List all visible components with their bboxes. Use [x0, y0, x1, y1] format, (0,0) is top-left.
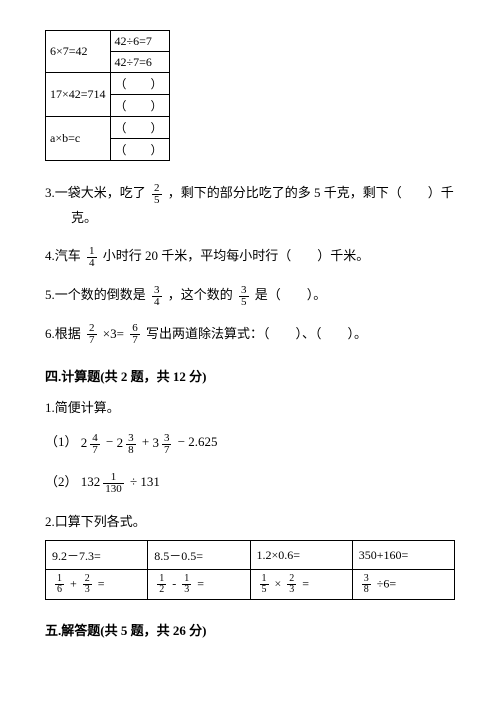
op: ÷6= [377, 576, 396, 590]
cell: 42÷7=6 [110, 52, 169, 73]
fraction: 47 [90, 433, 100, 456]
op: - [172, 576, 176, 590]
cell: 17×42=714 [46, 73, 111, 117]
fraction: 1 4 [87, 246, 97, 269]
fraction: 23 [287, 574, 296, 595]
sub-heading: 2.口算下列各式。 [45, 511, 455, 530]
q6-text: 6.根据 [45, 326, 81, 341]
fraction: 3 4 [152, 285, 162, 308]
eq: = [302, 576, 309, 590]
op: − [106, 434, 113, 449]
eq: = [197, 576, 204, 590]
mixed-number: 337 [152, 431, 174, 456]
fraction: 37 [162, 433, 172, 456]
cell: 16 + 23 = [46, 570, 148, 600]
fraction: 16 [55, 574, 64, 595]
fraction: 38 [362, 574, 371, 595]
cell: 38 ÷6= [352, 570, 454, 600]
sub-heading: 1.简便计算。 [45, 397, 455, 416]
cell: 12 - 13 = [148, 570, 250, 600]
equation-table: 6×7=42 42÷6=7 42÷7=6 17×42=714 （ ） （ ） a… [45, 30, 170, 161]
table-row: 9.2－7.3= 8.5－0.5= 1.2×0.6= 350+160= [46, 541, 455, 570]
cell: 1.2×0.6= [250, 541, 352, 570]
question-3: 3.一袋大米，吃了 2 5 ，剩下的部分比吃了的多 5 千克，剩下（ ）千 克。 [45, 181, 455, 230]
q3-text: ，剩下的部分比吃了的多 5 千克，剩下（ ）千 [168, 185, 454, 200]
mixed-number: 238 [117, 431, 139, 456]
table-row: a×b=c （ ） [46, 117, 170, 139]
cell: （ ） [110, 139, 169, 161]
question-5: 5.一个数的倒数是 3 4 ，这个数的 3 5 是（ ）。 [45, 283, 455, 308]
table-row: 6×7=42 42÷6=7 [46, 31, 170, 52]
label: （1） [45, 434, 78, 449]
cell: 6×7=42 [46, 31, 111, 73]
page-container: 6×7=42 42÷6=7 42÷7=6 17×42=714 （ ） （ ） a… [0, 0, 500, 671]
op: ÷ 131 [130, 474, 160, 489]
fraction: 6 7 [130, 323, 140, 346]
cell: （ ） [110, 95, 169, 117]
label: （2） [45, 474, 78, 489]
q3-text: 3.一袋大米，吃了 [45, 185, 146, 200]
expr-1: （1） 247 − 238 + 337 − 2.625 [45, 430, 455, 455]
section-4-title: 四.计算题(共 2 题，共 12 分) [45, 366, 455, 385]
section-5-title: 五.解答题(共 5 题，共 26 分) [45, 620, 455, 639]
cell: 8.5－0.5= [148, 541, 250, 570]
q3-line2: 克。 [45, 206, 455, 231]
mixed-number: 1321130 [81, 470, 127, 495]
op: + [70, 576, 77, 590]
fraction: 13 [182, 574, 191, 595]
calc-table: 9.2－7.3= 8.5－0.5= 1.2×0.6= 350+160= 16 +… [45, 540, 455, 600]
fraction: 2 5 [152, 183, 162, 206]
q6-text: 写出两道除法算式：（ ）、（ ）。 [146, 326, 367, 341]
fraction: 2 7 [87, 323, 97, 346]
mixed-number: 247 [81, 431, 103, 456]
fraction: 38 [126, 433, 136, 456]
q4-text: 小时行 20 千米，平均每小时行（ ）千米。 [103, 248, 370, 263]
cell: 15 × 23 = [250, 570, 352, 600]
fraction: 15 [260, 574, 269, 595]
eq: = [98, 576, 105, 590]
fraction: 1130 [103, 472, 124, 495]
question-4: 4.汽车 1 4 小时行 20 千米，平均每小时行（ ）千米。 [45, 244, 455, 269]
q5-text: 是（ ）。 [255, 287, 327, 302]
op: × [275, 576, 282, 590]
question-6: 6.根据 2 7 ×3= 6 7 写出两道除法算式：（ ）、（ ）。 [45, 322, 455, 347]
table-row: 16 + 23 = 12 - 13 = 15 × 23 = 38 ÷6= [46, 570, 455, 600]
cell: （ ） [110, 117, 169, 139]
op: − 2.625 [178, 434, 218, 449]
q5-text: ，这个数的 [168, 287, 233, 302]
q4-text: 4.汽车 [45, 248, 81, 263]
cell: 42÷6=7 [110, 31, 169, 52]
fraction: 3 5 [239, 285, 249, 308]
cell: 9.2－7.3= [46, 541, 148, 570]
cell: （ ） [110, 73, 169, 95]
fraction: 23 [83, 574, 92, 595]
op: + [142, 434, 149, 449]
cell: 350+160= [352, 541, 454, 570]
cell: a×b=c [46, 117, 111, 161]
q6-text: ×3= [103, 326, 124, 341]
expr-2: （2） 1321130 ÷ 131 [45, 470, 455, 495]
q5-text: 5.一个数的倒数是 [45, 287, 146, 302]
fraction: 12 [157, 574, 166, 595]
table-row: 17×42=714 （ ） [46, 73, 170, 95]
